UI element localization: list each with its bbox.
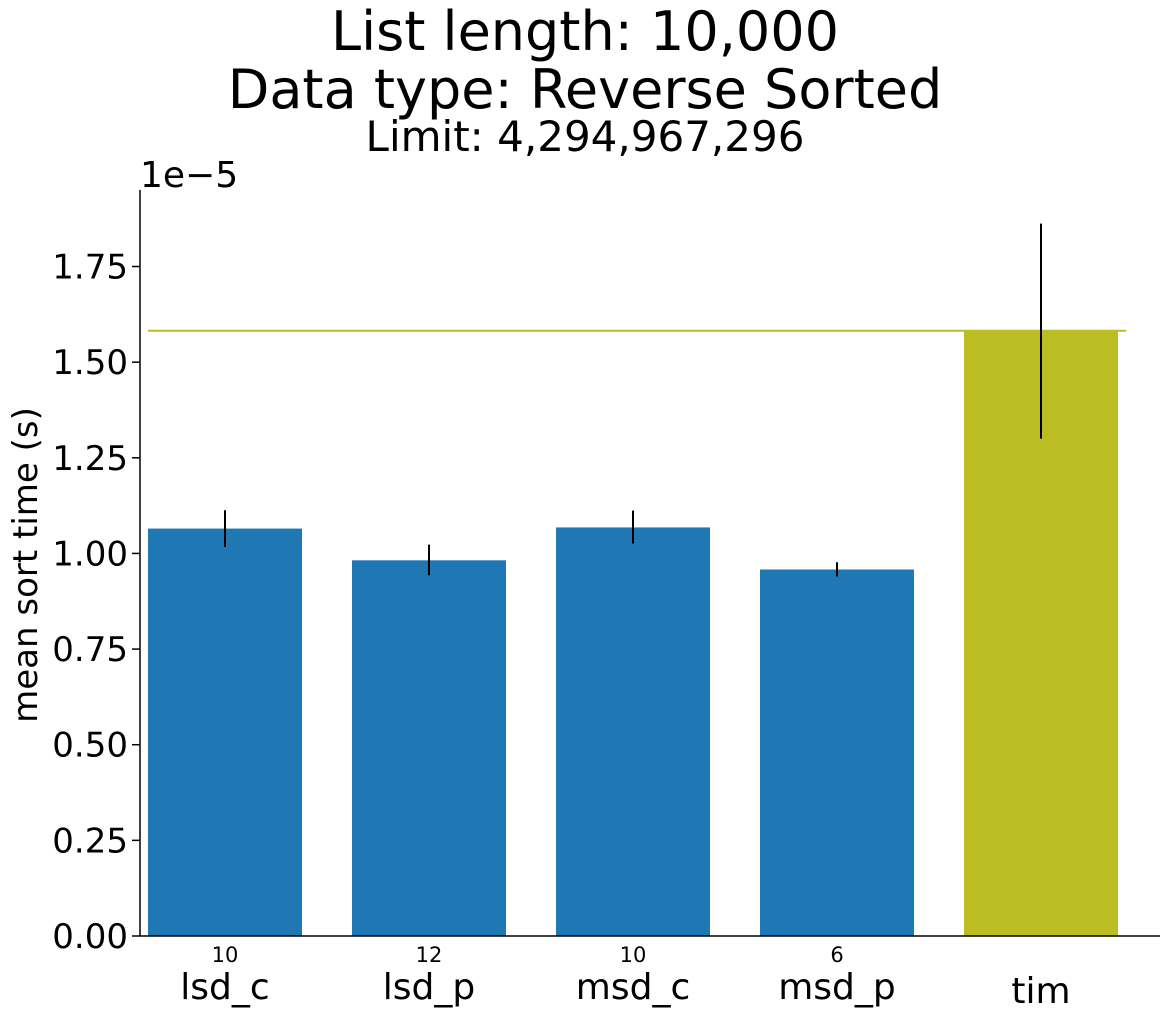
y-tick-label: 0.50 xyxy=(52,726,128,766)
plot-area: 0.000.250.500.751.001.251.501.7510lsd_c1… xyxy=(52,190,1160,1012)
y-tick-label: 0.00 xyxy=(52,917,128,957)
y-tick-label: 1.50 xyxy=(52,343,128,383)
chart-title-line2: Data type: Reverse Sorted xyxy=(228,58,943,121)
bar-lsd_p xyxy=(352,560,506,936)
sample-count-label: 10 xyxy=(212,943,239,967)
chart-subtitle: Limit: 4,294,967,296 xyxy=(366,112,805,161)
x-tick-label: msd_c xyxy=(576,967,690,1008)
x-tick-label: lsd_c xyxy=(180,967,269,1008)
y-tick-label: 1.25 xyxy=(52,439,128,479)
x-tick-label: msd_p xyxy=(778,967,896,1008)
sample-count-label: 12 xyxy=(416,943,443,967)
bar-msd_p xyxy=(760,569,914,936)
x-tick-label: lsd_p xyxy=(383,967,475,1008)
bar-lsd_c xyxy=(148,528,302,936)
y-tick-label: 0.75 xyxy=(52,630,128,670)
sample-count-label: 10 xyxy=(620,943,647,967)
y-offset-label: 1e−5 xyxy=(140,155,238,196)
x-tick-label: tim xyxy=(1011,971,1070,1012)
chart-title: List length: 10,000 xyxy=(331,0,839,63)
y-tick-label: 1.00 xyxy=(52,534,128,574)
y-tick-label: 1.75 xyxy=(52,248,128,288)
y-tick-label: 0.25 xyxy=(52,821,128,861)
y-axis-label: mean sort time (s) xyxy=(6,407,46,723)
bar-msd_c xyxy=(556,527,710,936)
sample-count-label: 6 xyxy=(830,943,843,967)
